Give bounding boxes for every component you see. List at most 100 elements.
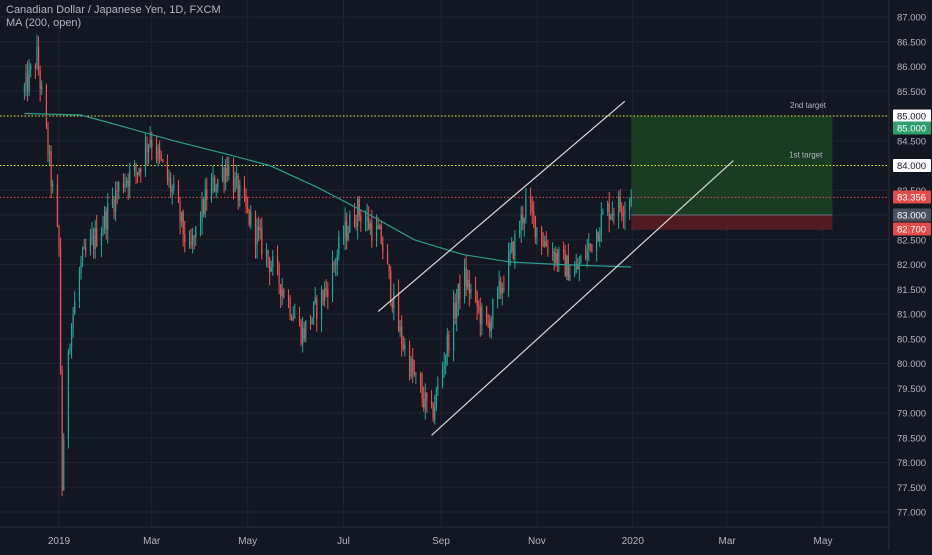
candle xyxy=(171,184,173,205)
candle xyxy=(421,372,423,408)
candle-body xyxy=(302,328,304,344)
candle-body xyxy=(146,143,148,153)
price-tick-label: 85.500 xyxy=(897,87,926,98)
candle xyxy=(94,219,96,259)
candle xyxy=(443,352,445,378)
channel-lines xyxy=(377,100,734,436)
candle-body xyxy=(542,243,544,246)
candle-body xyxy=(553,251,555,263)
candle-body xyxy=(300,321,302,344)
candle-body xyxy=(419,373,422,385)
candle-body xyxy=(69,347,71,351)
candle xyxy=(188,230,191,249)
indicator-label[interactable]: MA (200, open) xyxy=(6,17,82,29)
candle xyxy=(553,248,555,271)
candle-body xyxy=(56,184,59,226)
candle-body xyxy=(382,243,384,252)
candle xyxy=(159,140,161,164)
position-zones xyxy=(631,116,833,230)
candle-body xyxy=(102,228,104,233)
loss-zone[interactable] xyxy=(631,215,833,230)
channel-line[interactable] xyxy=(377,100,626,312)
candle-body xyxy=(397,291,400,332)
candle-body xyxy=(217,179,219,189)
candle-body xyxy=(157,147,159,160)
candle-body xyxy=(474,289,477,293)
candle-body xyxy=(50,151,52,186)
candle xyxy=(311,316,313,325)
candle-body xyxy=(399,326,401,332)
candle-body xyxy=(248,209,250,225)
candle-body xyxy=(155,146,158,160)
candle-body xyxy=(327,289,329,298)
candle-body xyxy=(114,190,117,212)
candle-body xyxy=(530,199,532,204)
candle-body xyxy=(630,197,632,202)
candle xyxy=(564,244,566,277)
candle xyxy=(404,338,406,357)
candle-body xyxy=(294,316,296,319)
candle-body xyxy=(578,263,580,270)
candle xyxy=(390,266,392,306)
candle-body xyxy=(100,232,103,247)
candle-body xyxy=(149,139,151,146)
candle xyxy=(375,214,378,247)
candle xyxy=(146,136,148,165)
candle xyxy=(160,150,162,162)
candle-body xyxy=(552,251,554,254)
candle-body xyxy=(192,236,194,245)
candle-body xyxy=(144,143,147,173)
candle-body xyxy=(70,326,73,348)
symbol-title[interactable]: Canadian Dollar / Japanese Yen, 1D, FXCM xyxy=(6,4,221,16)
candle xyxy=(575,253,577,274)
candle-body xyxy=(276,256,279,265)
target-annotation: 1st target xyxy=(789,151,823,160)
candle xyxy=(56,174,59,228)
candle xyxy=(124,173,126,193)
candle-body xyxy=(599,235,601,241)
candle xyxy=(346,212,348,250)
candle xyxy=(80,255,82,280)
candle xyxy=(399,319,401,338)
ma-line[interactable] xyxy=(24,112,632,268)
candle xyxy=(410,355,412,379)
candle xyxy=(591,243,593,253)
candle-body xyxy=(320,290,323,319)
candle xyxy=(259,219,261,240)
candle xyxy=(474,276,477,303)
candle xyxy=(215,183,217,198)
candle xyxy=(556,248,558,272)
candle-body xyxy=(168,178,170,180)
candle xyxy=(168,169,170,188)
candle xyxy=(111,187,114,209)
candle xyxy=(360,209,362,232)
candle-body xyxy=(124,183,126,188)
price-tick-label: 82.000 xyxy=(897,260,926,271)
candle-body xyxy=(459,283,461,299)
candle xyxy=(588,233,590,262)
candle-body xyxy=(401,326,403,345)
price-label-target-bg xyxy=(893,121,931,135)
candle-body xyxy=(47,127,49,155)
price-label-entry-bg xyxy=(893,208,931,222)
candle xyxy=(496,286,499,309)
channel-line[interactable] xyxy=(431,160,734,436)
candle xyxy=(490,316,492,339)
chart-header: Canadian Dollar / Japanese Yen, 1D, FXCM… xyxy=(6,4,221,30)
price-axis[interactable]: 77.000 77.500 78.000 78.500 79.000 79.500 80.0… xyxy=(888,0,931,550)
candle-body xyxy=(613,213,615,216)
candle xyxy=(151,131,153,161)
candle xyxy=(558,246,560,273)
candle xyxy=(135,162,137,185)
candle xyxy=(39,65,41,102)
candle xyxy=(114,181,117,222)
candle xyxy=(201,191,203,235)
candle-body xyxy=(221,168,224,180)
candle xyxy=(380,220,382,245)
time-axis[interactable]: 2019 Mar May Jul Sep Nov 2020 Mar May xyxy=(0,526,889,547)
candle-body xyxy=(125,180,128,184)
candle-body xyxy=(619,196,621,209)
candle xyxy=(236,164,238,189)
